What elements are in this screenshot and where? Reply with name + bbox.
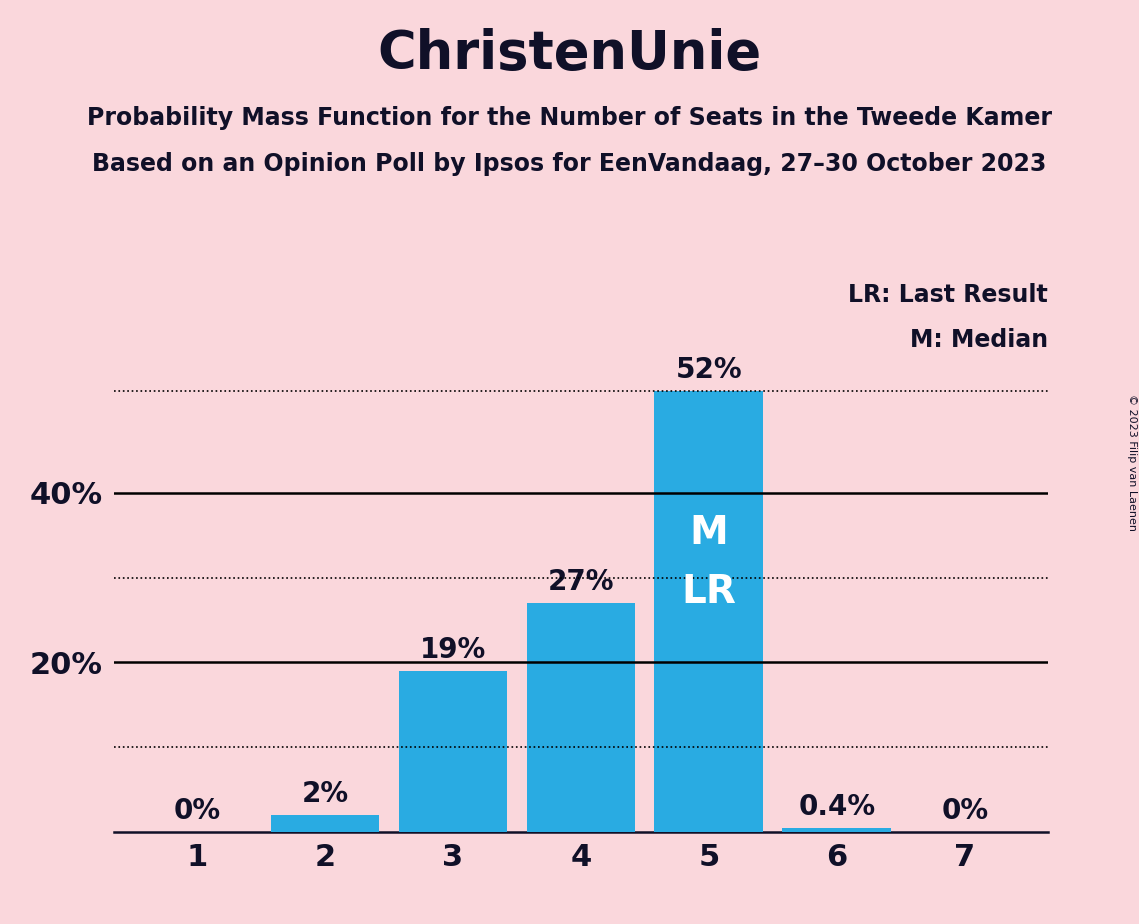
Text: ChristenUnie: ChristenUnie <box>377 28 762 79</box>
Text: 52%: 52% <box>675 357 743 384</box>
Text: 0.4%: 0.4% <box>798 794 876 821</box>
Text: M: M <box>689 514 728 552</box>
Bar <box>399 671 507 832</box>
Text: Based on an Opinion Poll by Ipsos for EenVandaag, 27–30 October 2023: Based on an Opinion Poll by Ipsos for Ee… <box>92 152 1047 176</box>
Bar <box>782 828 891 832</box>
Text: 27%: 27% <box>548 568 614 596</box>
Bar <box>655 391 763 832</box>
Text: LR: Last Result: LR: Last Result <box>849 283 1048 307</box>
Text: Probability Mass Function for the Number of Seats in the Tweede Kamer: Probability Mass Function for the Number… <box>87 106 1052 130</box>
Text: M: Median: M: Median <box>910 328 1048 352</box>
Bar <box>271 815 379 832</box>
Text: 2%: 2% <box>302 780 349 808</box>
Text: 0%: 0% <box>941 796 989 825</box>
Bar <box>526 602 636 832</box>
Text: © 2023 Filip van Laenen: © 2023 Filip van Laenen <box>1126 394 1137 530</box>
Text: 0%: 0% <box>173 796 221 825</box>
Text: LR: LR <box>681 574 736 612</box>
Text: 19%: 19% <box>420 636 486 663</box>
